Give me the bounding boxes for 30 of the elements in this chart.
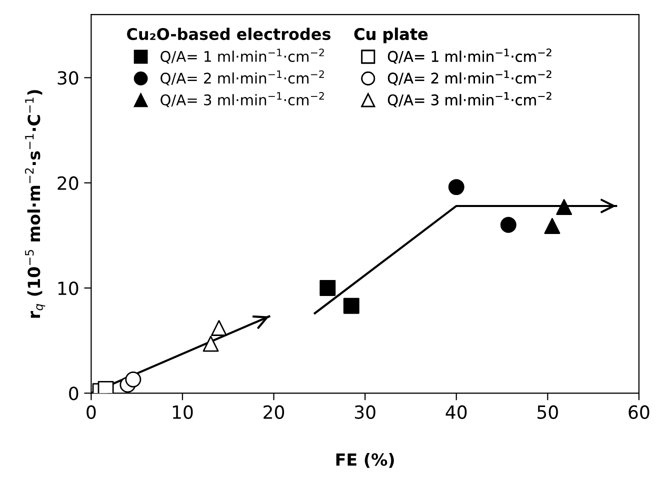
x-tick-label: 40 <box>446 405 467 419</box>
point <box>343 298 360 314</box>
legend-label: Q/A= 1 ml·min$^{−1}$·cm$^{−2}$ <box>388 48 552 64</box>
annotation: Cu₂O-based electrodes <box>127 28 330 40</box>
x-axis-title: FE (%) <box>336 453 394 468</box>
x-tick-label: 0 <box>86 405 96 419</box>
legend-label: Q/A= 3 ml·min$^{−1}$·cm$^{−2}$ <box>160 92 324 108</box>
point <box>448 179 464 196</box>
legend-label: Q/A= 2 ml·min$^{−1}$·cm$^{−2}$ <box>388 70 552 86</box>
y-tick-label: 30 <box>58 71 78 85</box>
x-tick-label: 50 <box>538 405 558 419</box>
legend-label: Q/A= 1 ml·min$^{−1}$·cm$^{−2}$ <box>160 48 324 64</box>
point <box>556 199 572 216</box>
y-tick-label: 10 <box>58 281 78 296</box>
x-tick-label: 20 <box>264 405 284 419</box>
y-tick-label: 0 <box>69 386 78 400</box>
legend-label: Q/A= 3 ml·min$^{−1}$·cm$^{−2}$ <box>388 92 552 108</box>
point <box>500 216 516 233</box>
x-tick-label: 60 <box>628 405 650 419</box>
legend-label: Q/A= 2 ml·min$^{−1}$·cm$^{−2}$ <box>160 70 324 86</box>
x-tick-label: 10 <box>172 405 193 419</box>
x-tick-label: 30 <box>354 405 376 419</box>
point <box>544 218 560 234</box>
point <box>320 280 336 296</box>
y-tick-label: 20 <box>58 176 78 190</box>
point <box>125 372 142 388</box>
annotation: Cu plate <box>354 28 428 44</box>
point <box>211 320 227 336</box>
text: r$_{q}$ (10$^{−5}$ mol·m$^{−2}$·s$^{−1}$·C$^{−1}$) <box>24 90 46 318</box>
point <box>202 336 219 352</box>
